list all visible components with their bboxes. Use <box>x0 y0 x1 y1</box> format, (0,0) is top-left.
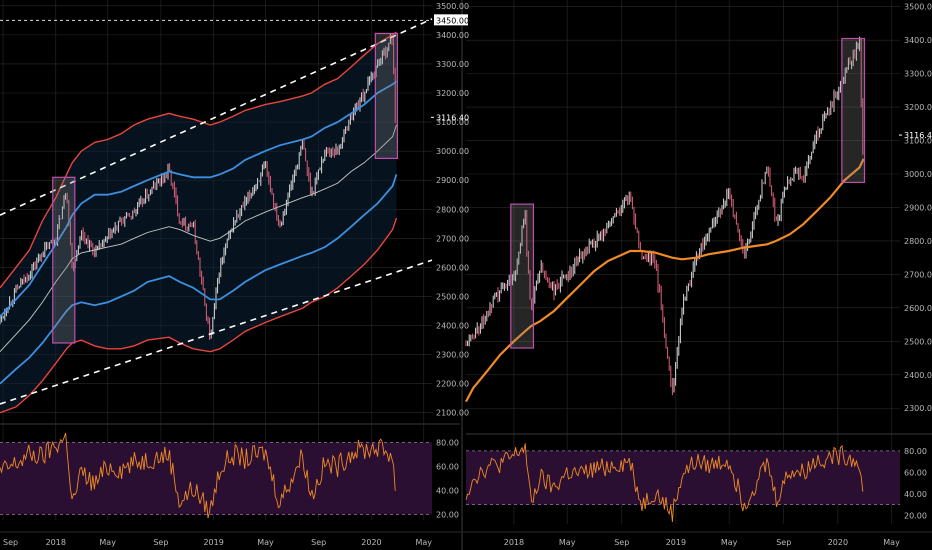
left-price-tick-label: 2900.00 <box>436 176 469 185</box>
right-time-tick-label: 2018 <box>504 538 524 547</box>
right-price-tick-label: 2800.00 <box>904 237 932 246</box>
zone-layer <box>0 442 900 515</box>
left-price-tick-label: 3200.00 <box>436 89 469 98</box>
left-time-tick-label: Sep <box>3 538 18 547</box>
left-time-tick-label: May <box>257 538 274 547</box>
left-price-tick-label: 2100.00 <box>436 409 469 418</box>
upper-outer-band-line <box>0 31 397 289</box>
right-price-tick-label: 3100.00 <box>904 137 932 146</box>
right-time-tick-label: 2020 <box>828 538 848 547</box>
left-price-tick-label: 3100.00 <box>436 118 469 127</box>
left-price-tick-label: 3400.00 <box>436 31 469 40</box>
right-price-tick-label: 2300.00 <box>904 404 932 413</box>
upper-inner-band-line <box>0 80 398 318</box>
last-price-label: 3116.40 <box>436 113 469 122</box>
left-time-tick-label: May <box>416 538 433 547</box>
left-time-tick-label: May <box>99 538 116 547</box>
last-price-label: 3116.40 <box>904 131 932 140</box>
right-price-tick-label: 3500.00 <box>904 3 932 12</box>
left-rsi-tick-label: 80.00 <box>436 438 459 447</box>
right-time-tick-label: May <box>721 538 738 547</box>
lower-outer-band-line <box>0 217 398 414</box>
right-price-tick-label: 3200.00 <box>904 103 932 112</box>
right-time-tick-label: May <box>559 538 576 547</box>
highlight-box <box>52 176 76 344</box>
right-time-tick-label: May <box>883 538 900 547</box>
right-rsi-tick-label: 80.00 <box>904 447 927 456</box>
left-rsi-zone <box>0 442 432 515</box>
right-rsi-zone <box>466 450 900 505</box>
left-rsi-line <box>0 432 396 519</box>
left-price-tick-label: 2400.00 <box>436 322 469 331</box>
right-price-tick-label: 3400.00 <box>904 36 932 45</box>
axis-layer: 2100.00 2200.00 2300.00 2400.00 2500.00 2600.… <box>3 2 932 547</box>
left-price-tick-label: 2800.00 <box>436 205 469 214</box>
channel-bottom-channel-line <box>0 259 433 405</box>
left-rsi-tick-label: 20.00 <box>436 510 459 519</box>
right-time-tick-label: Sep <box>614 538 629 547</box>
candle-layer <box>0 34 864 396</box>
median-line <box>0 124 397 353</box>
left-price-tick-label: 2600.00 <box>436 263 469 272</box>
channel-top-channel-line <box>0 18 433 216</box>
lower-inner-band-line <box>0 174 398 385</box>
band-fill <box>0 32 397 413</box>
right-price-tick-label: 2700.00 <box>904 270 932 279</box>
box-layer <box>52 32 866 349</box>
left-time-tick-label: Sep <box>153 538 168 547</box>
price-tag-box <box>434 14 468 26</box>
right-rsi-line <box>465 443 864 522</box>
left-price-tick-label: 3000.00 <box>436 147 469 156</box>
left-time-tick-label: 2019 <box>203 538 223 547</box>
right-rsi-tick-label: 40.00 <box>904 490 927 499</box>
right-price-tick-label: 3300.00 <box>904 70 932 79</box>
left-price-tick-label: 2300.00 <box>436 351 469 360</box>
right-rsi-tick-label: 20.00 <box>904 511 927 520</box>
left-price-tick-label: 2200.00 <box>436 380 469 389</box>
highlight-box <box>841 37 866 183</box>
right-price-tick-label: 2900.00 <box>904 203 932 212</box>
left-time-tick-label: Sep <box>311 538 326 547</box>
left-rsi-tick-label: 40.00 <box>436 486 459 495</box>
moving-average-line <box>465 158 865 403</box>
band-layer <box>0 32 397 413</box>
right-rsi-tick-label: 60.00 <box>904 468 927 477</box>
right-price-tick-label: 3000.00 <box>904 170 932 179</box>
left-price-tick-label: 2500.00 <box>436 292 469 301</box>
right-price-tick-label: 2400.00 <box>904 371 932 380</box>
line-layer <box>0 18 900 522</box>
left-price-tick-label: 3300.00 <box>436 60 469 69</box>
price-tag-label: 3450.00 <box>436 16 469 25</box>
left-price-tick-label: 3500.00 <box>436 2 469 11</box>
left-price-tick-label: 2700.00 <box>436 234 469 243</box>
highlight-box <box>374 32 399 160</box>
right-price-tick-label: 2600.00 <box>904 304 932 313</box>
highlight-box <box>510 203 535 349</box>
left-rsi-tick-label: 60.00 <box>436 462 459 471</box>
left-time-tick-label: 2020 <box>361 538 381 547</box>
right-price-tick-label: 2500.00 <box>904 337 932 346</box>
left-time-tick-label: 2018 <box>46 538 66 547</box>
right-time-tick-label: 2019 <box>666 538 686 547</box>
right-time-tick-label: Sep <box>776 538 791 547</box>
